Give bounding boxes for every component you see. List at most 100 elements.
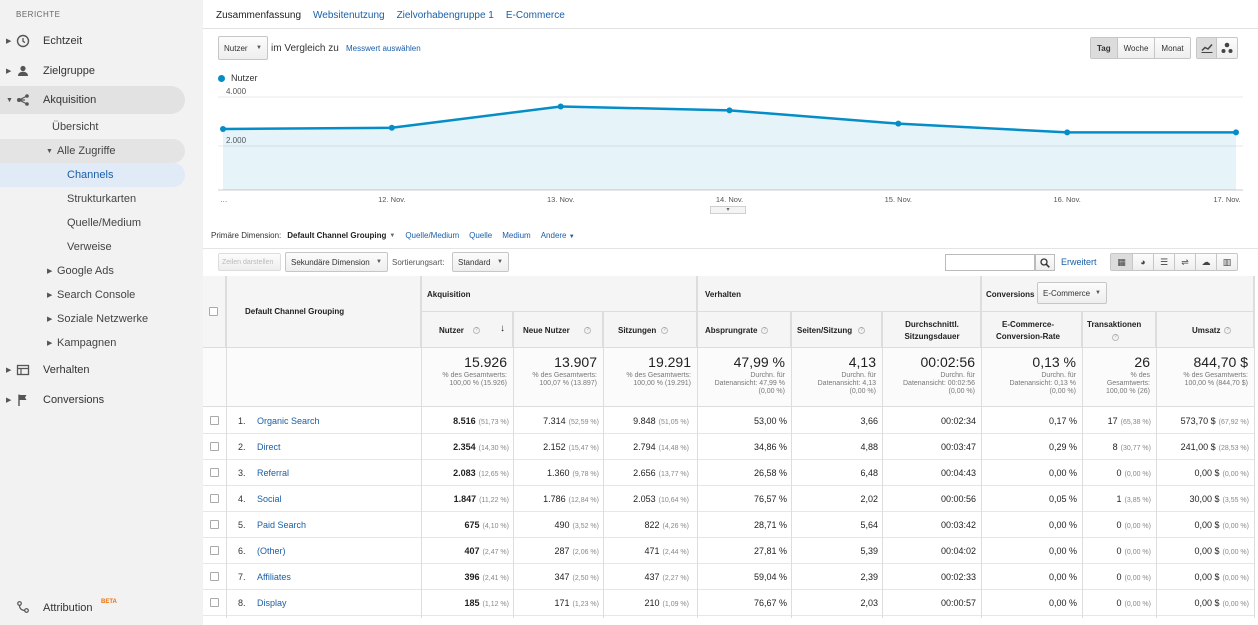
sidebar-item-google-ads[interactable]: ▶ Google Ads bbox=[0, 259, 185, 283]
total-caption: 100,00 % (26) bbox=[1106, 388, 1150, 395]
channel-link[interactable]: Display bbox=[257, 598, 287, 608]
sidebar-item-channels[interactable]: Channels bbox=[0, 163, 185, 187]
dimension-link-source[interactable]: Quelle bbox=[469, 231, 493, 240]
choose-metric-link[interactable]: Messwert auswählen bbox=[346, 44, 421, 53]
total-caption: % des bbox=[1130, 372, 1150, 379]
row-checkbox[interactable] bbox=[210, 442, 219, 451]
tab-summary[interactable]: Zusammenfassung bbox=[216, 10, 302, 21]
col-header-pages-per-session[interactable]: Seiten/Sitzung ? bbox=[791, 312, 882, 348]
select-all-checkbox[interactable] bbox=[209, 307, 218, 316]
help-icon[interactable]: ? bbox=[1112, 334, 1119, 341]
x-tick-label: 16. Nov. bbox=[1053, 195, 1080, 204]
sidebar-item-audience[interactable]: ▶ Zielgruppe bbox=[0, 57, 185, 85]
chart-resize-handle[interactable]: ▾ bbox=[710, 206, 746, 214]
sidebar-item-realtime[interactable]: ▶ Echtzeit bbox=[0, 27, 185, 55]
channel-link[interactable]: Affiliates bbox=[257, 572, 291, 582]
help-icon[interactable]: ? bbox=[1224, 327, 1231, 334]
pivot-view-button[interactable]: ▥ bbox=[1216, 254, 1237, 270]
sidebar-item-acquisition[interactable]: ▼ Akquisition bbox=[0, 86, 185, 114]
channel-link[interactable]: Organic Search bbox=[257, 416, 320, 426]
sidebar-item-behavior[interactable]: ▶ Verhalten bbox=[0, 356, 185, 384]
motion-chart-button[interactable] bbox=[1217, 38, 1237, 58]
col-header-transactions[interactable]: Transaktionen ? bbox=[1082, 312, 1156, 348]
period-month-button[interactable]: Monat bbox=[1154, 38, 1190, 58]
tab-site-usage[interactable]: Websitenutzung bbox=[313, 10, 385, 21]
col-header-revenue[interactable]: Umsatz ? bbox=[1156, 312, 1254, 348]
col-header-avg-session-duration[interactable]: Durchschnittl. Sitzungsdauer bbox=[882, 312, 981, 348]
channel-link[interactable]: Referral bbox=[257, 468, 290, 478]
channel-link[interactable]: Social bbox=[257, 494, 282, 504]
sidebar-item-referrals[interactable]: Verweise bbox=[0, 235, 185, 259]
line-chart-button[interactable] bbox=[1197, 38, 1217, 58]
tab-goal-set-1[interactable]: Zielvorhabengruppe 1 bbox=[396, 10, 494, 21]
table-view-button[interactable]: ▦ bbox=[1111, 254, 1132, 270]
row-checkbox[interactable] bbox=[210, 572, 219, 581]
col-header-new-users[interactable]: Neue Nutzer ? bbox=[513, 312, 603, 348]
col-header-users[interactable]: Nutzer ? ↓ bbox=[421, 312, 513, 348]
channel-link[interactable]: (Other) bbox=[257, 546, 286, 556]
sidebar-item-campaigns[interactable]: ▶ Kampagnen bbox=[0, 331, 185, 355]
sidebar-item-search-console[interactable]: ▶ Search Console bbox=[0, 283, 185, 307]
bubble-chart-icon bbox=[1221, 42, 1233, 53]
col-header-bounce-rate[interactable]: Absprungrate ? bbox=[697, 312, 791, 348]
pie-icon: ◕ bbox=[1140, 257, 1146, 267]
advanced-filter-link[interactable]: Erweitert bbox=[1061, 257, 1097, 267]
cell-percent: (14,30 %) bbox=[478, 445, 509, 452]
help-icon[interactable]: ? bbox=[761, 327, 768, 334]
period-week-button[interactable]: Woche bbox=[1116, 38, 1155, 58]
cell-percent: (0,00 %) bbox=[1222, 601, 1249, 608]
legend-label: Nutzer bbox=[231, 73, 258, 83]
dimension-link-medium[interactable]: Medium bbox=[502, 231, 531, 240]
pie-view-button[interactable]: ◕ bbox=[1132, 254, 1153, 270]
cell-value: 0,29 % bbox=[1048, 442, 1077, 452]
term-cloud-view-button[interactable]: ☁ bbox=[1195, 254, 1216, 270]
plot-rows-button[interactable]: Zeilen darstellen bbox=[218, 253, 281, 271]
cell-pps: 5,39 bbox=[860, 546, 878, 556]
sidebar-item-source-medium[interactable]: Quelle/Medium bbox=[0, 211, 185, 235]
row-checkbox[interactable] bbox=[210, 494, 219, 503]
search-button[interactable] bbox=[1035, 254, 1055, 271]
cell-cr: 0,00 % bbox=[1049, 598, 1077, 608]
conversion-type-dropdown[interactable]: E-Commerce ▼ bbox=[1037, 282, 1107, 304]
row-checkbox[interactable] bbox=[210, 520, 219, 529]
primary-dimension-current[interactable]: Default Channel Grouping bbox=[287, 231, 387, 240]
help-icon[interactable]: ? bbox=[473, 327, 480, 334]
row-checkbox[interactable] bbox=[210, 416, 219, 425]
caret-right-icon: ▶ bbox=[6, 397, 12, 404]
tab-ecommerce[interactable]: E-Commerce bbox=[505, 10, 565, 21]
beta-badge: BETA bbox=[101, 599, 117, 605]
channel-link[interactable]: Direct bbox=[257, 442, 281, 452]
table-search-input[interactable] bbox=[945, 254, 1035, 271]
sidebar-item-attribution[interactable]: Attribution BETA bbox=[0, 596, 203, 620]
total-caption: Durchn. für bbox=[750, 372, 785, 379]
sidebar-item-treemaps[interactable]: Strukturkarten bbox=[0, 187, 185, 211]
row-checkbox[interactable] bbox=[210, 598, 219, 607]
metric-dropdown[interactable]: Nutzer ▼ bbox=[218, 36, 268, 60]
secondary-dimension-dropdown[interactable]: Sekundäre Dimension ▼ bbox=[285, 252, 388, 272]
total-caption: Datenansicht: 0,13 % bbox=[1009, 380, 1076, 387]
cell-value: 0,00 % bbox=[1048, 572, 1077, 582]
cell-value: 7.314 bbox=[543, 416, 566, 426]
primary-dimension-bar: Primäre Dimension: Default Channel Group… bbox=[211, 231, 575, 240]
row-index: 5. bbox=[238, 520, 246, 530]
cell-percent: (28,53 %) bbox=[1218, 445, 1249, 452]
sidebar-item-overview[interactable]: Übersicht bbox=[0, 115, 185, 139]
channel-link[interactable]: Paid Search bbox=[257, 520, 307, 530]
comparison-view-button[interactable]: ⇌ bbox=[1174, 254, 1195, 270]
sidebar-item-label: Übersicht bbox=[52, 121, 99, 133]
performance-view-button[interactable]: ☰ bbox=[1153, 254, 1174, 270]
help-icon[interactable]: ? bbox=[584, 327, 591, 334]
period-day-button[interactable]: Tag bbox=[1091, 38, 1117, 58]
col-header-ecommerce-conversion-rate[interactable]: E-Commerce-Conversion-Rate bbox=[981, 312, 1082, 348]
row-checkbox[interactable] bbox=[210, 468, 219, 477]
sidebar-item-conversions[interactable]: ▶ Conversions bbox=[0, 386, 185, 414]
sidebar-item-all-traffic[interactable]: ▼ Alle Zugriffe bbox=[0, 139, 185, 163]
sidebar-item-social[interactable]: ▶ Soziale Netzwerke bbox=[0, 307, 185, 331]
help-icon[interactable]: ? bbox=[858, 327, 865, 334]
dimension-link-source-medium[interactable]: Quelle/Medium bbox=[405, 231, 460, 240]
sort-type-dropdown[interactable]: Standard ▼ bbox=[452, 252, 509, 272]
row-checkbox[interactable] bbox=[210, 546, 219, 555]
help-icon[interactable]: ? bbox=[661, 327, 668, 334]
col-header-sessions[interactable]: Sitzungen ? bbox=[603, 312, 697, 348]
dimension-link-other[interactable]: Andere ▼ bbox=[541, 231, 575, 240]
